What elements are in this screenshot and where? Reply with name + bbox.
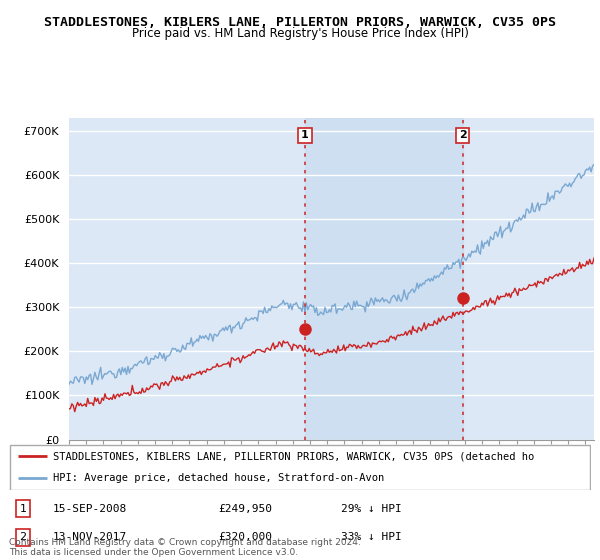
- Text: 29% ↓ HPI: 29% ↓ HPI: [341, 503, 401, 514]
- Text: £320,000: £320,000: [218, 533, 272, 543]
- Text: 1: 1: [19, 503, 26, 514]
- Text: STADDLESTONES, KIBLERS LANE, PILLERTON PRIORS, WARWICK, CV35 0PS: STADDLESTONES, KIBLERS LANE, PILLERTON P…: [44, 16, 556, 29]
- Text: 2: 2: [19, 533, 26, 543]
- Bar: [305, 118, 463, 440]
- Text: £249,950: £249,950: [218, 503, 272, 514]
- Text: HPI: Average price, detached house, Stratford-on-Avon: HPI: Average price, detached house, Stra…: [53, 473, 384, 483]
- Text: Price paid vs. HM Land Registry's House Price Index (HPI): Price paid vs. HM Land Registry's House …: [131, 27, 469, 40]
- Text: 15-SEP-2008: 15-SEP-2008: [53, 503, 127, 514]
- Text: STADDLESTONES, KIBLERS LANE, PILLERTON PRIORS, WARWICK, CV35 0PS (detached ho: STADDLESTONES, KIBLERS LANE, PILLERTON P…: [53, 451, 534, 461]
- Text: 1: 1: [301, 130, 309, 141]
- Text: 13-NOV-2017: 13-NOV-2017: [53, 533, 127, 543]
- Text: Contains HM Land Registry data © Crown copyright and database right 2024.
This d: Contains HM Land Registry data © Crown c…: [9, 538, 361, 557]
- Text: 33% ↓ HPI: 33% ↓ HPI: [341, 533, 401, 543]
- Text: 2: 2: [459, 130, 467, 141]
- FancyBboxPatch shape: [10, 445, 590, 489]
